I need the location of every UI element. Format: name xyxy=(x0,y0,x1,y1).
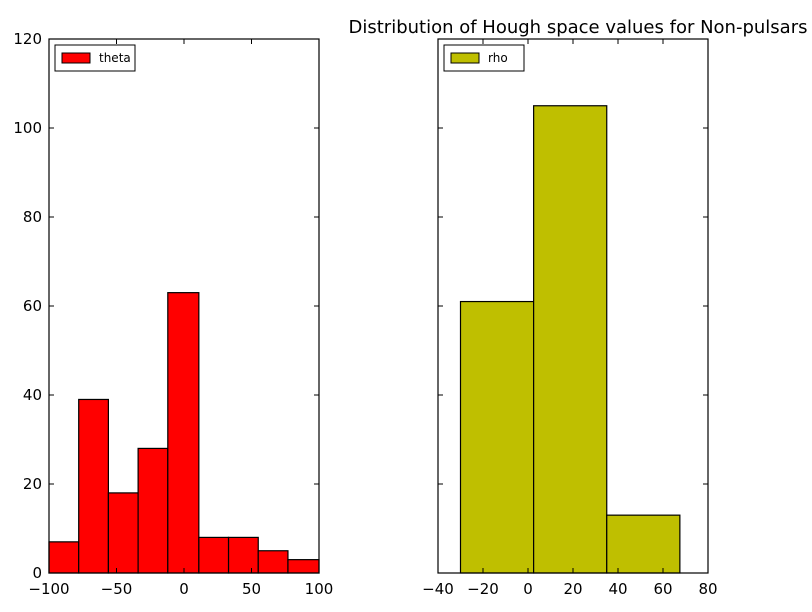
x-tick-label: 50 xyxy=(242,580,261,598)
x-tick-label: 60 xyxy=(653,580,672,598)
histogram-bar xyxy=(606,514,681,574)
x-tick-label: 40 xyxy=(608,580,627,598)
x-tick-label: 80 xyxy=(698,580,717,598)
y-tick-label: 0 xyxy=(32,564,42,582)
y-tick-label: 120 xyxy=(13,30,42,48)
histogram-bar xyxy=(167,292,200,574)
histogram-bar xyxy=(107,492,139,574)
histogram-bar xyxy=(533,105,608,574)
y-tick-label: 40 xyxy=(23,386,42,404)
x-tick-label: −50 xyxy=(101,580,133,598)
x-tick-label: −20 xyxy=(467,580,499,598)
histogram-bar xyxy=(137,447,169,574)
histogram-bar xyxy=(198,536,230,574)
histogram-bar xyxy=(78,398,109,574)
legend-label: theta xyxy=(99,51,131,65)
histogram-bar xyxy=(227,536,259,574)
legend-swatch xyxy=(450,52,480,64)
legend-label: rho xyxy=(488,51,508,65)
y-tick-label: 80 xyxy=(23,208,42,226)
x-tick-label: 0 xyxy=(523,580,533,598)
histogram-bar xyxy=(459,300,535,574)
x-tick-label: 100 xyxy=(305,580,334,598)
y-tick-label: 20 xyxy=(23,475,42,493)
legend-swatch xyxy=(61,52,91,64)
chart-title: Distribution of Hough space values for N… xyxy=(349,17,808,38)
histogram-bar xyxy=(287,559,320,574)
histogram-bar xyxy=(48,541,80,574)
histogram-bar xyxy=(257,550,289,574)
x-tick-label: −100 xyxy=(28,580,69,598)
x-tick-label: 20 xyxy=(563,580,582,598)
y-tick-label: 100 xyxy=(13,119,42,137)
y-tick-label: 60 xyxy=(23,297,42,315)
x-tick-label: −40 xyxy=(422,580,454,598)
x-tick-label: 0 xyxy=(179,580,189,598)
